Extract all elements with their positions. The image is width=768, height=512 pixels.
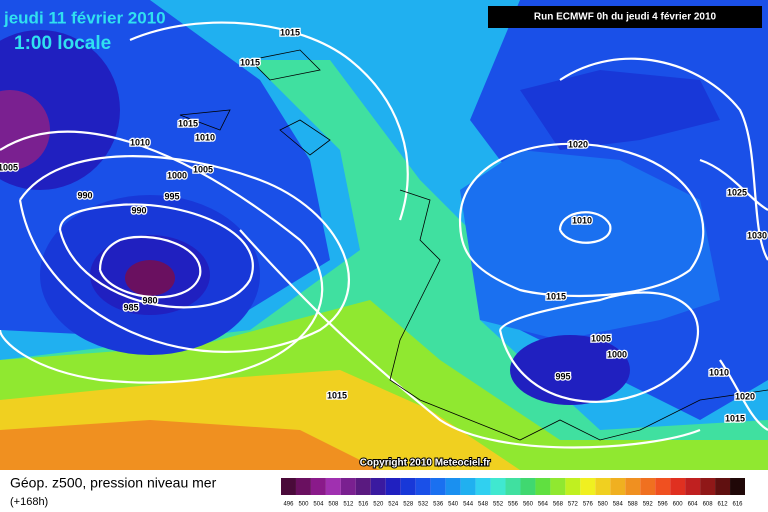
footer-lead: (+168h) bbox=[10, 496, 48, 508]
scale-label: 536 bbox=[433, 502, 444, 508]
scale-swatch bbox=[430, 478, 446, 495]
isobar-label: 1010 bbox=[130, 137, 150, 147]
scale-label: 532 bbox=[418, 502, 429, 508]
scale-swatch bbox=[445, 478, 461, 495]
scale-swatch bbox=[610, 478, 626, 495]
scale-swatch bbox=[475, 478, 491, 495]
scale-label: 548 bbox=[478, 502, 489, 508]
map-field bbox=[0, 0, 768, 470]
scale-label: 580 bbox=[598, 502, 609, 508]
scale-swatch bbox=[355, 478, 371, 495]
scale-label: 584 bbox=[613, 502, 624, 508]
scale-label: 596 bbox=[658, 502, 669, 508]
isobar-label: 1010 bbox=[195, 132, 215, 142]
run-box bbox=[488, 6, 762, 28]
scale-label: 608 bbox=[703, 502, 714, 508]
scale-label: 572 bbox=[568, 502, 579, 508]
scale-swatch bbox=[595, 478, 611, 495]
isobar-label: 1015 bbox=[280, 27, 300, 37]
isobar-label: 1015 bbox=[725, 413, 745, 423]
local-time: 1:00 locale bbox=[14, 33, 111, 54]
isobar-label: 1010 bbox=[572, 215, 592, 225]
scale-swatch bbox=[550, 478, 566, 495]
isobar-label: 1010 bbox=[709, 367, 729, 377]
scale-swatch bbox=[565, 478, 581, 495]
scale-swatch bbox=[310, 478, 326, 495]
scale-swatch bbox=[295, 478, 311, 495]
scale-label: 612 bbox=[718, 502, 729, 508]
isobar-label: 1015 bbox=[546, 291, 566, 301]
scale-swatch bbox=[415, 478, 431, 495]
scale-label: 576 bbox=[583, 502, 594, 508]
isobar-label: 995 bbox=[164, 191, 179, 201]
scale-swatch bbox=[505, 478, 521, 495]
scale-label: 540 bbox=[448, 502, 459, 508]
scale-label: 564 bbox=[538, 502, 549, 508]
scale-swatch bbox=[535, 478, 551, 495]
scale-swatch bbox=[640, 478, 656, 495]
isobar-label: 990 bbox=[77, 190, 92, 200]
forecast-date: jeudi 11 février 2010 bbox=[3, 8, 166, 27]
scale-swatch bbox=[385, 478, 401, 495]
scale-label: 552 bbox=[493, 502, 504, 508]
scale-swatch bbox=[460, 478, 476, 495]
isobar-label: 980 bbox=[142, 295, 157, 305]
isobar-label: 1025 bbox=[727, 187, 747, 197]
scale-swatch bbox=[655, 478, 671, 495]
scale-label: 524 bbox=[388, 502, 399, 508]
isobar-label: 985 bbox=[123, 302, 138, 312]
isobar-label: 1000 bbox=[167, 170, 187, 180]
scale-label: 528 bbox=[403, 502, 414, 508]
isobar-label: 1000 bbox=[607, 349, 627, 359]
scale-swatch bbox=[715, 478, 731, 495]
scale-swatch bbox=[370, 478, 386, 495]
scale-swatch bbox=[625, 478, 641, 495]
isobar-label: 1015 bbox=[327, 390, 347, 400]
scale-label: 500 bbox=[298, 502, 309, 508]
scale-label: 544 bbox=[463, 502, 474, 508]
isobar-label: 1005 bbox=[591, 333, 611, 343]
isobar-label: 990 bbox=[131, 205, 146, 215]
run-info: Run ECMWF 0h du jeudi 4 février 2010 bbox=[534, 12, 717, 23]
isobar-label: 1005 bbox=[193, 164, 213, 174]
scale-label: 560 bbox=[523, 502, 534, 508]
scale-swatch bbox=[730, 478, 745, 495]
scale-swatch bbox=[700, 478, 716, 495]
scale-label: 600 bbox=[673, 502, 684, 508]
isobar-label: 1020 bbox=[568, 139, 588, 149]
scale-swatch bbox=[281, 478, 296, 495]
scale-label: 512 bbox=[343, 502, 354, 508]
scale-swatch bbox=[325, 478, 341, 495]
scale-swatch bbox=[490, 478, 506, 495]
isobar-label: 1005 bbox=[0, 162, 18, 172]
isobar-label: 1015 bbox=[178, 118, 198, 128]
isobar-label: 1020 bbox=[735, 391, 755, 401]
scale-swatch bbox=[685, 478, 701, 495]
scale-label: 592 bbox=[643, 502, 654, 508]
scale-label: 588 bbox=[628, 502, 639, 508]
isobar-label: 995 bbox=[555, 371, 570, 381]
scale-swatch bbox=[520, 478, 536, 495]
scale-swatch bbox=[670, 478, 686, 495]
isobar-label: 1030 bbox=[747, 230, 767, 240]
scale-label: 516 bbox=[358, 502, 369, 508]
scale-label: 568 bbox=[553, 502, 564, 508]
scale-swatch bbox=[580, 478, 596, 495]
scale-swatch bbox=[340, 478, 356, 495]
scale-swatch bbox=[400, 478, 416, 495]
scale-label: 604 bbox=[688, 502, 699, 508]
footer-title: Géop. z500, pression niveau mer bbox=[10, 475, 217, 491]
copyright: Copyright 2010 Meteociel.fr bbox=[360, 458, 491, 469]
scale-label: 520 bbox=[373, 502, 384, 508]
scale-label: 504 bbox=[313, 502, 324, 508]
isobar-label: 1015 bbox=[240, 57, 260, 67]
scale-label: 556 bbox=[508, 502, 519, 508]
scale-label: 496 bbox=[283, 502, 294, 508]
scale-label: 508 bbox=[328, 502, 339, 508]
scale-label: 616 bbox=[733, 502, 744, 508]
